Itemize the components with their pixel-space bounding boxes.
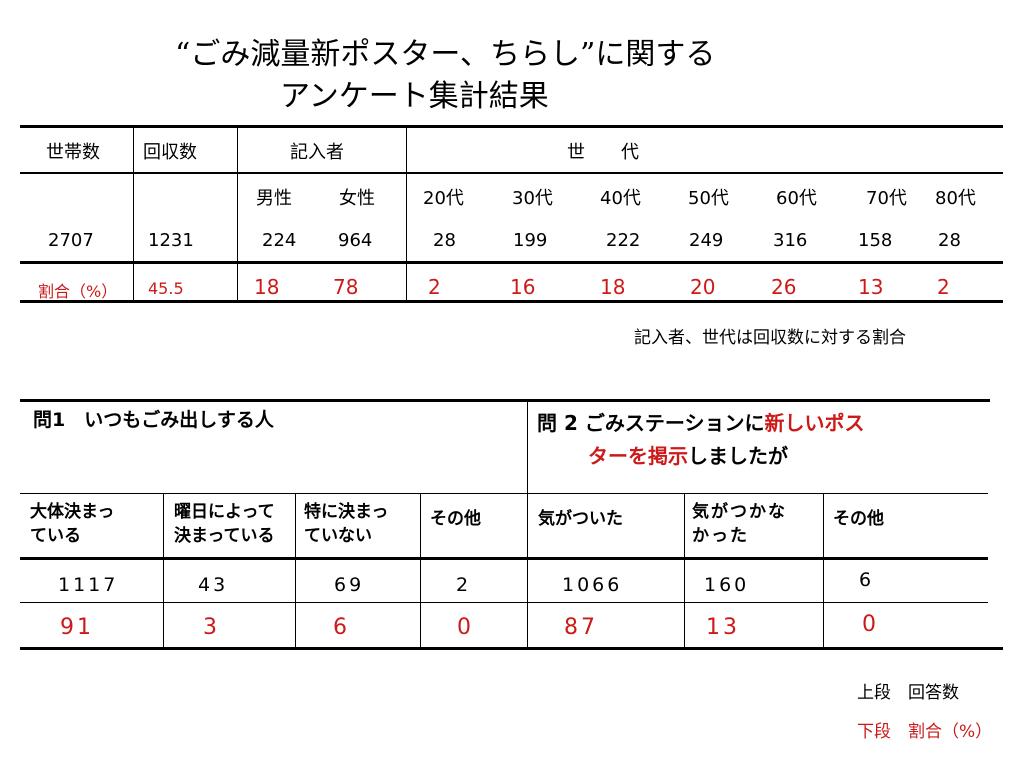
- ratio-age-80s: 2: [937, 275, 950, 299]
- ratio-label: 割合（%）: [38, 282, 118, 301]
- table2-count-divider: [20, 557, 988, 560]
- q1-count: 43: [198, 574, 229, 596]
- subheader-age-40s: 40代: [600, 188, 641, 209]
- ratio-male: 18: [254, 275, 280, 299]
- table1-ratio-divider: [20, 261, 1003, 264]
- q1-ratio: 0: [457, 615, 474, 640]
- count-female: 964: [338, 230, 373, 251]
- ratio-responses: 45.5: [148, 279, 184, 298]
- q2-option-header: 気がついた: [538, 509, 623, 529]
- subheader-age-60s: 60代: [776, 188, 817, 209]
- q2-ratio: 0: [862, 612, 879, 637]
- count-age-60s: 316: [773, 230, 808, 251]
- q1-option-line: 大体決まっ: [30, 502, 115, 522]
- table2-question-divider: [527, 400, 528, 648]
- q2-title-prefix: 問 2 ごみステーションに: [537, 411, 765, 435]
- q1-option-header: 大体決まっ ている: [30, 500, 114, 548]
- q2-title-suffix: しましたが: [688, 444, 788, 468]
- header-responses: 回収数: [143, 142, 197, 163]
- q1-count: 69: [334, 574, 365, 596]
- q2-title-line1: 問 2 ごみステーションに新しいポス: [537, 407, 864, 436]
- q1-option-line: 特に決まっ: [304, 502, 389, 522]
- table1-col-divider: [133, 125, 134, 302]
- table1-top-border: [20, 125, 1003, 128]
- ratio-age-70s: 13: [858, 275, 884, 299]
- subheader-age-80s: 80代: [935, 188, 976, 209]
- ratio-age-30s: 16: [510, 275, 536, 299]
- table1-header-divider: [20, 172, 1003, 174]
- q2-ratio: 87: [564, 615, 598, 640]
- ratio-age-20s: 2: [428, 275, 441, 299]
- table1-col-divider: [406, 125, 407, 302]
- count-age-20s: 28: [433, 230, 456, 251]
- q1-ratio: 6: [333, 615, 350, 640]
- subheader-age-70s: 70代: [866, 188, 907, 209]
- table2-ratio-divider: [20, 602, 988, 603]
- q1-option-header: 曜日によって 決まっている: [174, 500, 275, 548]
- q2-count: 160: [704, 574, 750, 596]
- q2-option-header: その他: [833, 509, 884, 529]
- table2-col-divider: [684, 494, 685, 648]
- q1-option-header: 特に決まっ ていない: [304, 500, 388, 548]
- q2-ratio: 13: [706, 615, 740, 640]
- count-age-40s: 222: [606, 230, 641, 251]
- table2-col-divider: [163, 494, 164, 648]
- count-male: 224: [262, 230, 297, 251]
- ratio-female: 78: [333, 275, 359, 299]
- q1-option-line: ている: [30, 526, 81, 546]
- q2-count: 1066: [562, 574, 623, 596]
- table2-col-divider: [420, 494, 421, 648]
- q1-option-line: 決まっている: [174, 526, 275, 546]
- legend-lower: 下段 割合（%）: [857, 722, 993, 742]
- count-age-80s: 28: [938, 230, 961, 251]
- page-title-line1: “ごみ減量新ポスター、ちらし”に関する: [175, 37, 716, 72]
- q1-option-header: その他: [430, 509, 481, 529]
- table2-header-divider: [20, 493, 988, 494]
- q2-option-header: 気がつかな かった: [692, 500, 787, 548]
- table2-bottom-border: [20, 647, 1003, 650]
- header-respondents: 記入者: [290, 142, 344, 163]
- count-age-50s: 249: [689, 230, 724, 251]
- q2-title-highlight1: 新しいポス: [764, 411, 865, 435]
- q2-title-line2: ターを掲示しましたが: [588, 440, 788, 469]
- q2-option-line: 気がつかな: [692, 502, 787, 522]
- header-households: 世帯数: [46, 142, 100, 163]
- subheader-age-20s: 20代: [423, 188, 464, 209]
- q2-option-line: かった: [692, 526, 749, 546]
- table2-top-border: [20, 399, 990, 402]
- q1-title: 問1 いつもごみ出しする人: [33, 409, 274, 431]
- count-age-30s: 199: [513, 230, 548, 251]
- count-households: 2707: [48, 230, 94, 251]
- count-responses: 1231: [148, 230, 194, 251]
- q1-ratio: 3: [203, 615, 220, 640]
- subheader-age-30s: 30代: [512, 188, 553, 209]
- table1-bottom-border: [20, 300, 1003, 303]
- header-generation: 世 代: [567, 142, 639, 163]
- subheader-age-50s: 50代: [688, 188, 729, 209]
- q2-count: 6: [859, 569, 875, 591]
- table1-footnote: 記入者、世代は回収数に対する割合: [634, 328, 906, 348]
- table2-col-divider: [823, 494, 824, 648]
- q2-title-highlight2: ターを掲示: [588, 444, 688, 468]
- ratio-age-50s: 20: [690, 275, 716, 299]
- q1-option-line: 曜日によって: [174, 502, 275, 522]
- table2-col-divider: [295, 494, 296, 648]
- count-age-70s: 158: [858, 230, 893, 251]
- legend-upper: 上段 回答数: [857, 683, 959, 703]
- ratio-age-60s: 26: [771, 275, 797, 299]
- table1-col-divider: [237, 125, 238, 302]
- page-title-line2: アンケート集計結果: [280, 79, 549, 114]
- ratio-age-40s: 18: [600, 275, 626, 299]
- q1-count: 1117: [58, 574, 119, 596]
- subheader-male: 男性: [256, 188, 292, 209]
- subheader-female: 女性: [339, 188, 375, 209]
- q1-count: 2: [456, 574, 472, 596]
- q1-ratio: 91: [60, 615, 94, 640]
- q1-option-line: ていない: [304, 526, 372, 546]
